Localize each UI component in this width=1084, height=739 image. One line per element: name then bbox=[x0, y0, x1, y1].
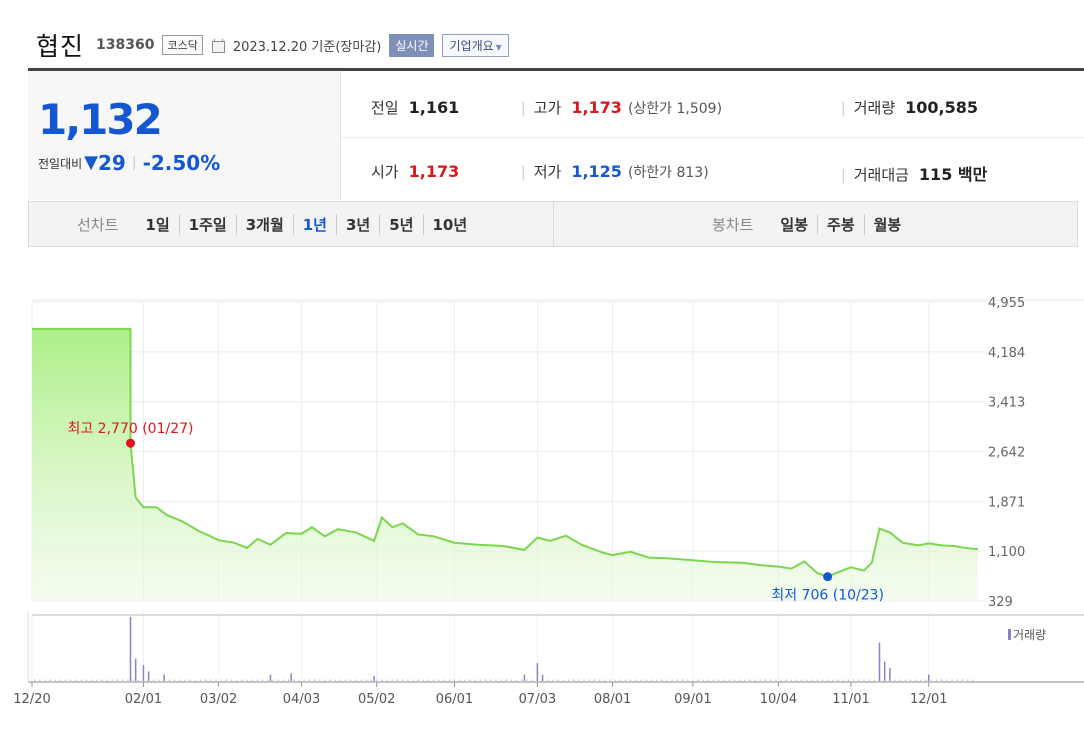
y-tick-label: 1,100 bbox=[988, 545, 1025, 560]
low-label: 저가 bbox=[533, 163, 562, 181]
company-overview-label: 기업개요 bbox=[449, 38, 494, 53]
x-tick-label: 12/20 bbox=[13, 692, 50, 707]
divider: | bbox=[521, 165, 526, 181]
y-tick-label: 3,413 bbox=[988, 396, 1025, 411]
period-1w[interactable]: 1주일 bbox=[178, 213, 236, 235]
market-badge: 코스닥 bbox=[162, 35, 203, 55]
current-price: 1,132 bbox=[38, 95, 163, 144]
date-label: 2023.12.20 기준(장마감) bbox=[232, 39, 382, 55]
y-tick-label: 4,955 bbox=[988, 296, 1025, 311]
volume: | 거래량 100,585 bbox=[841, 97, 978, 118]
candle-weekly[interactable]: 주봉 bbox=[817, 213, 864, 235]
divider: | bbox=[841, 168, 846, 184]
price-line bbox=[32, 327, 979, 578]
min-point-marker bbox=[823, 572, 833, 582]
price-details: 전일 1,161 | 고가 1,173 (상한가 1,509) | 거래량 10… bbox=[341, 71, 1084, 200]
current-price-panel: 1,132 전일대비 ▼ 29 | -2.50% bbox=[28, 71, 341, 200]
period-1y[interactable]: 1년 bbox=[292, 213, 336, 235]
candle-chart-periods: 봉차트 일봉 주봉 월봉 bbox=[554, 202, 1077, 246]
x-tick-label: 10/04 bbox=[760, 692, 797, 707]
min-annotation: 최저 706 (10/23) bbox=[771, 588, 884, 604]
stock-header: 협진 138360 코스닥 2023.12.20 기준(장마감) 실시간 기업개… bbox=[36, 28, 509, 62]
volume-legend-swatch bbox=[1008, 629, 1011, 640]
price-area bbox=[32, 328, 978, 601]
down-triangle-icon: ▼ bbox=[84, 152, 99, 173]
x-tick-label: 05/02 bbox=[358, 692, 395, 707]
high-label: 고가 bbox=[533, 99, 562, 117]
y-tick-label: 329 bbox=[988, 595, 1013, 610]
x-tick-label: 08/01 bbox=[594, 692, 631, 707]
line-chart-title: 선차트 bbox=[77, 215, 119, 234]
volume-legend: 거래량 bbox=[1013, 628, 1046, 642]
change-label: 전일대비 bbox=[38, 156, 83, 171]
upper-limit: (상한가 1,509) bbox=[627, 101, 723, 117]
max-point-marker bbox=[125, 438, 135, 448]
y-tick-label: 2,642 bbox=[988, 446, 1025, 461]
x-tick-label: 03/02 bbox=[200, 692, 237, 707]
period-10y[interactable]: 10년 bbox=[422, 213, 477, 235]
row-divider bbox=[341, 137, 1084, 138]
candle-monthly[interactable]: 월봉 bbox=[863, 213, 911, 235]
x-tick-label: 06/01 bbox=[436, 692, 473, 707]
period-1d[interactable]: 1일 bbox=[145, 215, 170, 234]
period-selector: 선차트 1일 1주일 3개월 1년 3년 5년 10년 봉차트 일봉 주봉 월봉 bbox=[28, 201, 1078, 247]
x-tick-label: 04/03 bbox=[283, 692, 320, 707]
x-tick-label: 02/01 bbox=[125, 692, 162, 707]
period-3m[interactable]: 3개월 bbox=[235, 213, 293, 235]
x-tick-label: 09/01 bbox=[674, 692, 711, 707]
day-high: | 고가 1,173 (상한가 1,509) bbox=[521, 97, 722, 118]
period-3y[interactable]: 3년 bbox=[336, 213, 379, 235]
change-percent: -2.50% bbox=[142, 151, 221, 175]
open-value: 1,173 bbox=[408, 162, 460, 181]
y-tick-label: 4,184 bbox=[988, 346, 1025, 361]
lower-limit: (하한가 813) bbox=[627, 165, 709, 181]
calendar-icon bbox=[211, 38, 225, 53]
stock-name: 협진 bbox=[36, 32, 85, 61]
open-label: 시가 bbox=[371, 163, 399, 181]
prev-label: 전일 bbox=[371, 99, 399, 117]
realtime-button[interactable]: 실시간 bbox=[389, 33, 435, 57]
divider: | bbox=[131, 155, 137, 171]
company-overview-button[interactable]: 기업개요 ▼ bbox=[442, 33, 509, 57]
x-tick-label: 11/01 bbox=[832, 692, 869, 707]
divider: | bbox=[521, 101, 526, 117]
open-price: 시가 1,173 bbox=[371, 161, 459, 182]
amount-value: 115 백만 bbox=[918, 165, 988, 184]
x-tick-label: 07/03 bbox=[519, 692, 556, 707]
candle-daily[interactable]: 일봉 bbox=[780, 215, 809, 234]
max-annotation: 최고 2,770 (01/27) bbox=[67, 421, 193, 437]
candle-chart-title: 봉차트 bbox=[712, 215, 754, 234]
high-value: 1,173 bbox=[571, 98, 622, 117]
trade-amount: | 거래대금 115 백만 bbox=[841, 161, 987, 185]
amount-label: 거래대금 bbox=[853, 166, 909, 184]
prev-value: 1,161 bbox=[408, 98, 460, 117]
y-tick-label: 1,871 bbox=[988, 495, 1025, 510]
period-5y[interactable]: 5년 bbox=[379, 213, 422, 235]
chart-svg: 4,955 4,184 3,413 2,642 1,871 1,100 329 12/20 02… bbox=[13, 296, 1084, 707]
caret-down-icon: ▼ bbox=[495, 42, 502, 52]
low-value: 1,125 bbox=[571, 162, 622, 181]
change-value: 29 bbox=[98, 151, 126, 175]
stock-code: 138360 bbox=[96, 37, 155, 53]
price-chart[interactable]: 4,955 4,184 3,413 2,642 1,871 1,100 329 12/20 02… bbox=[0, 250, 1084, 739]
volume-value: 100,585 bbox=[905, 98, 978, 117]
divider: | bbox=[841, 101, 846, 117]
volume-label: 거래량 bbox=[853, 99, 896, 117]
day-low: | 저가 1,125 (하한가 813) bbox=[521, 161, 709, 182]
change-row: 전일대비 ▼ 29 | -2.50% bbox=[38, 151, 220, 175]
price-summary: 1,132 전일대비 ▼ 29 | -2.50% 전일 1,161 | 고가 1… bbox=[28, 68, 1084, 200]
prev-close: 전일 1,161 bbox=[371, 97, 459, 118]
line-chart-periods: 선차트 1일 1주일 3개월 1년 3년 5년 10년 bbox=[29, 202, 554, 246]
x-tick-label: 12/01 bbox=[910, 692, 947, 707]
